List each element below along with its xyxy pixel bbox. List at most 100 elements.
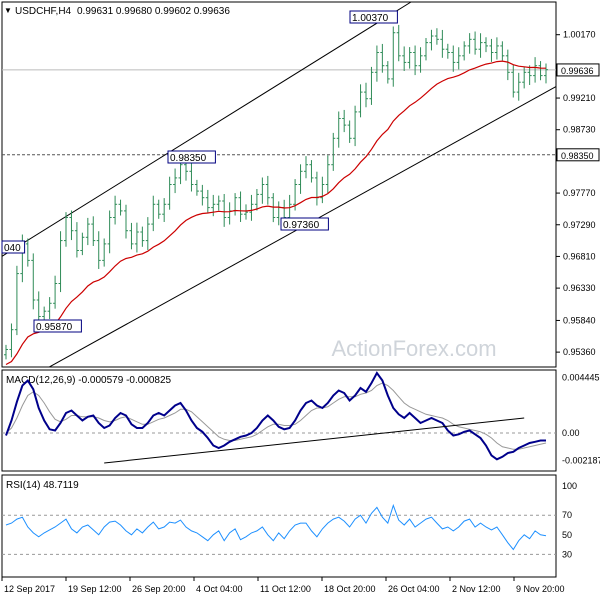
candle <box>418 47 423 73</box>
x-tick-label: 26 Sep 20:00 <box>132 584 186 594</box>
candle <box>516 72 521 101</box>
candle <box>494 37 499 60</box>
candle <box>320 176 325 204</box>
channel-upper-line <box>1 1 412 257</box>
macd-tick-label: 0.004445 <box>562 372 600 382</box>
candle <box>162 198 167 222</box>
candle <box>249 194 254 221</box>
candle <box>129 222 134 250</box>
candle <box>533 57 538 83</box>
candle <box>538 61 543 81</box>
candle <box>53 275 58 309</box>
ohlc-readout: 0.99631 0.99680 0.99602 0.99636 <box>77 6 230 17</box>
macd-panel-frame <box>1 369 557 472</box>
macd-tick-label: -0.002187 <box>562 455 600 465</box>
candle <box>331 132 336 171</box>
candle <box>25 238 30 267</box>
rsi-tick-label: 30 <box>562 549 572 559</box>
price-annotation-label: 0.97360 <box>283 220 320 231</box>
x-axis: 12 Sep 2017 19 Sep 12:00 26 Sep 20:00 4 Oct… <box>1 577 565 594</box>
candle <box>522 66 527 89</box>
candle <box>134 222 139 253</box>
price-tick-label: 0.95360 <box>563 347 596 357</box>
candle <box>205 189 210 214</box>
candle <box>456 47 461 70</box>
collapse-arrow-icon[interactable]: ▼ <box>4 6 12 15</box>
candle <box>156 199 161 219</box>
macd-line <box>5 371 546 461</box>
candle <box>36 291 41 324</box>
macd-label: MACD(12,26,9) -0.000579 -0.000825 <box>6 375 172 386</box>
candle <box>342 109 347 133</box>
price-annotation-box <box>1 240 26 254</box>
candle <box>369 66 374 105</box>
candle <box>413 45 418 76</box>
moving-average <box>5 60 547 366</box>
candle <box>260 177 265 204</box>
candle <box>96 231 101 269</box>
candle <box>244 204 248 220</box>
candle <box>500 41 505 61</box>
macd-trendline <box>104 417 525 464</box>
x-tick-label: 18 Oct 20:00 <box>324 584 376 594</box>
candle <box>325 155 330 194</box>
candle <box>102 238 107 267</box>
current-price-label: 0.99636 <box>561 66 594 76</box>
x-tick-label: 11 Oct 12:00 <box>260 584 311 594</box>
candle <box>484 37 488 53</box>
candle <box>189 162 194 192</box>
candle <box>424 37 428 61</box>
candle <box>74 222 79 258</box>
candle <box>462 41 467 61</box>
rsi-tick-label: 70 <box>562 510 572 520</box>
candle <box>124 204 128 239</box>
price-tick-label: 0.98730 <box>563 125 596 135</box>
current-price-tag <box>556 63 600 77</box>
candle <box>467 33 472 54</box>
price-tick-label: 0.99210 <box>563 93 596 103</box>
candle <box>473 31 478 55</box>
candle <box>64 212 68 247</box>
price-tick-label: 0.95840 <box>563 315 596 325</box>
price-candles <box>4 24 548 360</box>
candle <box>358 84 363 118</box>
price-annotation-box <box>33 319 82 333</box>
candle <box>434 28 439 45</box>
candle <box>380 43 385 73</box>
candle <box>309 160 314 183</box>
candle <box>69 210 74 241</box>
candle <box>200 184 205 206</box>
candle <box>402 46 407 71</box>
price-annotation-label: 0.98350 <box>170 153 207 164</box>
candle <box>451 45 456 72</box>
candle <box>9 323 14 358</box>
candle <box>31 253 36 310</box>
candle <box>173 168 178 194</box>
candle <box>238 191 243 222</box>
rsi-line <box>5 503 547 551</box>
candle <box>80 232 85 256</box>
candle <box>118 199 123 216</box>
candle <box>527 65 532 85</box>
x-tick-label: 9 Nov 20:00 <box>516 584 565 594</box>
candle <box>505 49 510 81</box>
candle <box>47 297 52 319</box>
price-tick-label: 0.96330 <box>563 283 596 293</box>
candle <box>391 26 396 87</box>
x-tick-label: 12 Sep 2017 <box>4 584 55 594</box>
candle <box>194 179 199 196</box>
candle <box>374 45 379 82</box>
price-annotations: 1.00370 0.98350 0.97360 0.95870 040 <box>1 10 398 333</box>
candle <box>113 195 118 225</box>
price-annotation-label: 0.95870 <box>36 322 73 333</box>
candle <box>140 226 145 247</box>
candle <box>4 344 8 360</box>
candle <box>107 210 112 254</box>
macd-tick-label: 0.00 <box>562 428 580 438</box>
candle <box>91 216 96 247</box>
rsi-label: RSI(14) 48.7119 <box>6 480 79 491</box>
candle <box>429 29 434 51</box>
candle <box>353 105 358 147</box>
